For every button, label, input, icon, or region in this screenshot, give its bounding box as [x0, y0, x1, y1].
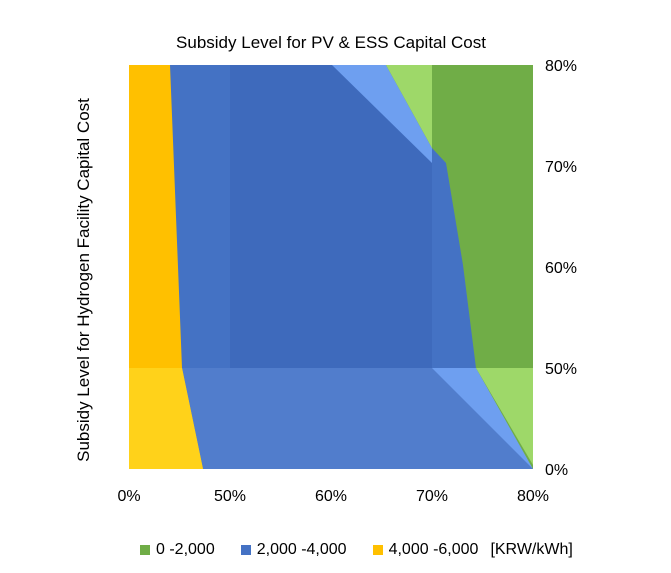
- y-tick-label: 50%: [545, 361, 577, 378]
- x-tick-label: 70%: [416, 488, 448, 505]
- band-0-2000-light-top: [386, 65, 432, 148]
- y-tick-label: 0%: [545, 462, 568, 479]
- legend-item-4000-6000: 4,000 -6,000 [KRW/kWh]: [372, 541, 573, 559]
- chart-title: Subsidy Level for PV & ESS Capital Cost: [176, 33, 486, 52]
- x-tick-label: 60%: [315, 488, 347, 505]
- y-tick-label: 70%: [545, 159, 577, 176]
- legend: 0 -2,000 2,000 -4,000 4,000 -6,000 [KRW/…: [140, 539, 573, 561]
- legend-item-2000-4000: 2,000 -4,000: [240, 541, 347, 559]
- legend-label: 0 -2,000: [156, 541, 215, 558]
- legend-swatch-blue: [240, 545, 251, 555]
- x-tick-label: 50%: [214, 488, 246, 505]
- legend-label: 4,000 -6,000: [388, 541, 479, 558]
- legend-label: 2,000 -4,000: [256, 541, 347, 558]
- legend-swatch-green: [140, 545, 150, 555]
- x-tick-label: 0%: [117, 488, 140, 505]
- band-light-blue-top: [332, 65, 432, 163]
- plot-area: [129, 65, 533, 469]
- band-4000-6000-lower: [129, 368, 203, 469]
- legend-unit-label: [KRW/kWh]: [490, 541, 573, 558]
- y-tick-label: 60%: [545, 260, 577, 277]
- x-tick-label: 80%: [517, 488, 549, 505]
- y-tick-label: 80%: [545, 58, 577, 75]
- y-tick-labels: 0% 50% 60% 70% 80%: [545, 58, 577, 479]
- band-0-2000-light-bottom: [476, 368, 533, 465]
- band-light-blue-right: [432, 368, 533, 469]
- legend-swatch-orange: [372, 545, 383, 555]
- x-tick-labels: 0% 50% 60% 70% 80%: [117, 488, 549, 505]
- legend-item-0-2000: 0 -2,000: [140, 541, 215, 559]
